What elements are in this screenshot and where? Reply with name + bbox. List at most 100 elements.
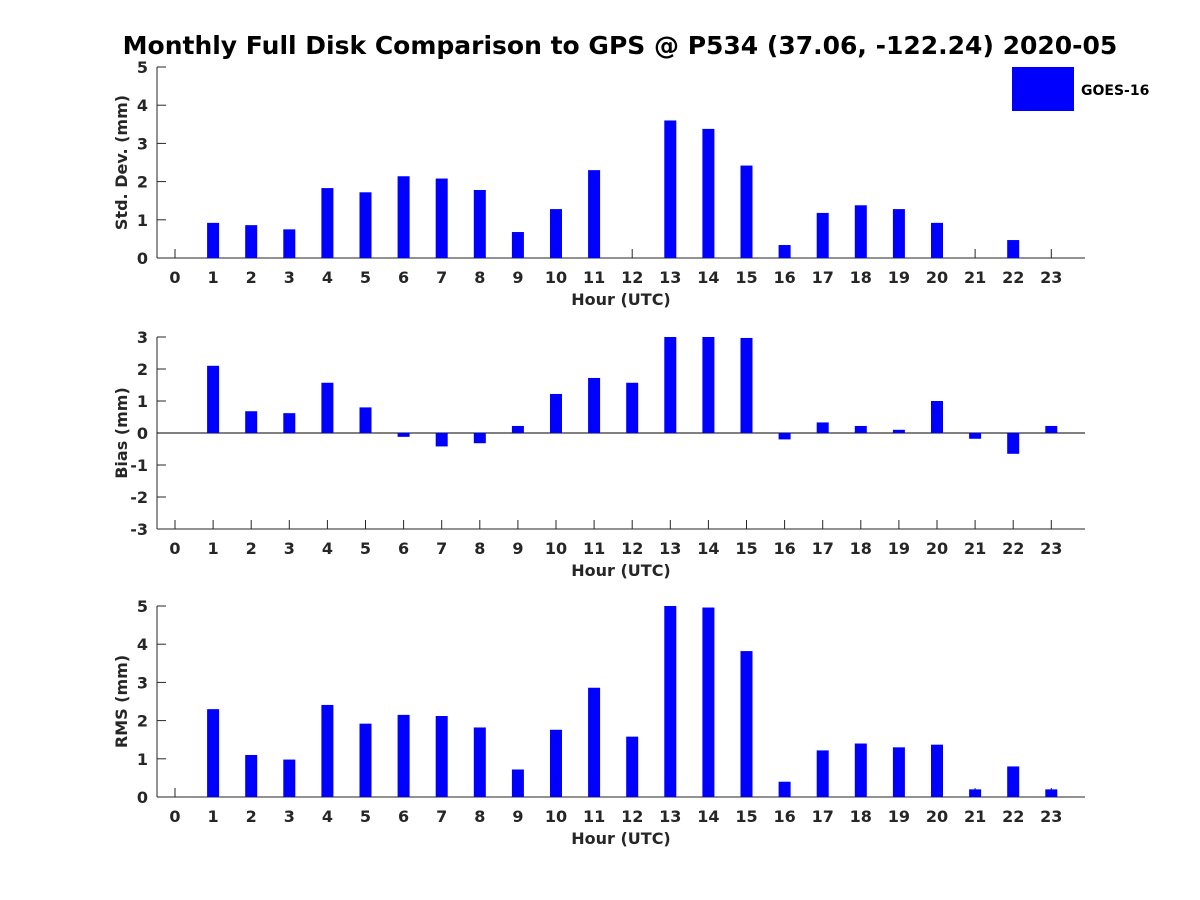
x-tick-label: 11: [583, 268, 605, 287]
y-tick-label: 1: [137, 211, 148, 230]
x-tick-label: 3: [284, 807, 295, 826]
bar-hour-21: [969, 433, 982, 439]
x-tick-label: 6: [398, 807, 409, 826]
bar-hour-7: [435, 178, 448, 258]
bar-hour-19: [892, 747, 905, 797]
bar-hour-18: [854, 425, 867, 433]
x-tick-label: 8: [474, 807, 485, 826]
x-tick-label: 10: [545, 268, 567, 287]
x-tick-label: 9: [512, 268, 523, 287]
bar-hour-2: [245, 754, 258, 797]
y-tick-label: 2: [137, 173, 148, 192]
x-tick-label: 14: [697, 539, 719, 558]
x-tick-label: 13: [659, 268, 681, 287]
bar-hour-9: [511, 232, 524, 258]
y-tick-label: 0: [137, 788, 148, 807]
x-tick-label: 21: [964, 268, 986, 287]
y-tick-label: 0: [137, 249, 148, 268]
legend-swatch: [1012, 67, 1074, 111]
x-tick-label: 7: [436, 807, 447, 826]
x-tick-label: 18: [850, 539, 872, 558]
bar-hour-2: [245, 225, 258, 258]
x-tick-label: 23: [1040, 268, 1062, 287]
x-tick-label: 19: [888, 268, 910, 287]
bar-hour-14: [702, 337, 715, 433]
bar-hour-15: [740, 651, 753, 797]
x-tick-label: 19: [888, 539, 910, 558]
x-tick-label: 15: [735, 268, 757, 287]
x-tick-label: 11: [583, 539, 605, 558]
bar-hour-4: [321, 704, 334, 797]
x-tick-label: 7: [436, 539, 447, 558]
bar-hour-16: [778, 433, 791, 440]
bar-hour-5: [359, 407, 372, 433]
y-tick-label: -2: [130, 488, 148, 507]
y-tick-label: 5: [137, 597, 148, 616]
y-tick-label: 1: [137, 750, 148, 769]
y-tick-label: 2: [137, 360, 148, 379]
bar-hour-6: [397, 433, 410, 437]
bar-hour-5: [359, 192, 372, 258]
y-tick-label: 1: [137, 392, 148, 411]
x-tick-label: 18: [850, 807, 872, 826]
bar-hour-6: [397, 714, 410, 797]
bar-hour-23: [1045, 425, 1058, 433]
x-tick-label: 6: [398, 268, 409, 287]
x-tick-label: 23: [1040, 539, 1062, 558]
bar-hour-1: [207, 709, 220, 797]
y-tick-label: -3: [130, 520, 148, 539]
x-tick-label: 20: [926, 807, 948, 826]
bar-hour-10: [550, 393, 562, 433]
x-axis-label: Hour (UTC): [571, 290, 671, 309]
bar-hour-5: [359, 723, 372, 797]
bar-hour-11: [588, 687, 601, 797]
x-tick-label: 23: [1040, 807, 1062, 826]
x-tick-label: 19: [888, 807, 910, 826]
x-tick-label: 16: [773, 539, 795, 558]
x-tick-label: 17: [812, 268, 834, 287]
bar-hour-13: [664, 606, 677, 797]
x-tick-label: 17: [812, 539, 834, 558]
x-tick-label: 21: [964, 807, 986, 826]
x-tick-label: 1: [208, 807, 219, 826]
bar-hour-16: [778, 245, 791, 258]
bar-hour-15: [740, 337, 753, 433]
x-tick-label: 16: [773, 807, 795, 826]
bar-hour-18: [854, 743, 867, 797]
x-tick-label: 0: [169, 539, 180, 558]
bar-hour-7: [435, 716, 448, 797]
y-tick-label: 3: [137, 328, 148, 347]
x-tick-label: 10: [545, 807, 567, 826]
x-tick-label: 9: [512, 807, 523, 826]
bar-hour-13: [664, 120, 677, 258]
bar-hour-6: [397, 176, 410, 258]
bar-hour-22: [1007, 240, 1020, 258]
y-tick-label: 4: [137, 96, 148, 115]
bar-hour-22: [1007, 766, 1020, 797]
bar-hour-14: [702, 128, 715, 258]
y-tick-label: -1: [130, 456, 148, 475]
x-tick-label: 2: [246, 539, 257, 558]
bar-hour-2: [245, 411, 258, 433]
bar-hour-23: [1045, 789, 1058, 797]
bar-hour-19: [892, 209, 905, 258]
y-axis-label: Std. Dev. (mm): [112, 95, 131, 230]
x-tick-label: 13: [659, 807, 681, 826]
bar-hour-3: [283, 229, 296, 258]
x-tick-label: 1: [208, 539, 219, 558]
y-tick-label: 5: [137, 58, 148, 77]
bar-hour-8: [473, 433, 486, 444]
x-tick-label: 2: [246, 268, 257, 287]
bar-hour-3: [283, 759, 296, 797]
y-tick-label: 3: [137, 134, 148, 153]
bar-hour-15: [740, 165, 753, 258]
x-tick-label: 18: [850, 268, 872, 287]
bar-hour-17: [816, 212, 829, 258]
chart-title: Monthly Full Disk Comparison to GPS @ P5…: [123, 31, 1118, 60]
x-axis-label: Hour (UTC): [571, 561, 671, 580]
x-tick-label: 1: [208, 268, 219, 287]
x-tick-label: 0: [169, 268, 180, 287]
x-tick-label: 12: [621, 268, 643, 287]
